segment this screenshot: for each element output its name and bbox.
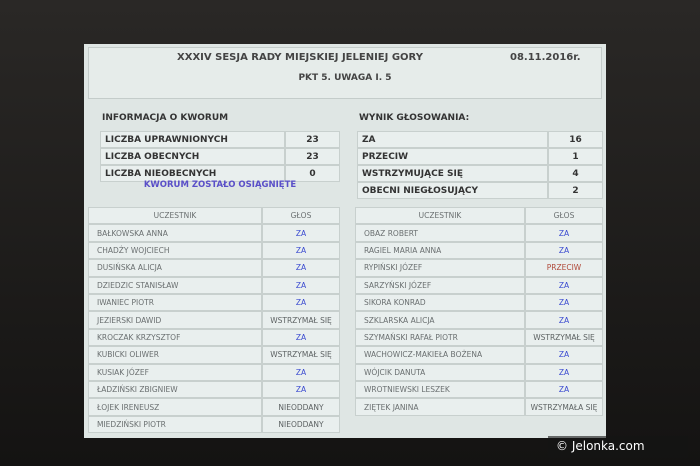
table-header: UCZESTNIK [88, 207, 262, 225]
participant: OBAZ ROBERT [355, 224, 525, 242]
vote: ZA [525, 224, 603, 242]
participant: ŁADZIŃSKI ZBIGNIEW [88, 381, 262, 399]
vote: ZA [262, 259, 340, 277]
participant: IWANIEC PIOTR [88, 294, 262, 312]
vote: WSTRZYMAŁA SIĘ [525, 398, 603, 416]
result-value: 16 [548, 131, 603, 148]
table-header: GŁOS [525, 207, 603, 225]
participant: RYPIŃSKI JÓZEF [355, 259, 525, 277]
participant: WÓJCIK DANUTA [355, 363, 525, 381]
participant: ŁOJEK IRENEUSZ [88, 398, 262, 416]
participant: RAGIEL MARIA ANNA [355, 241, 525, 260]
result-value: 4 [548, 165, 603, 182]
vote: ZA [525, 381, 603, 399]
vote: WSTRZYMAŁ SIĘ [262, 311, 340, 329]
subtitle: PKT 5. UWAGA I. 5 [298, 73, 392, 83]
table-header: UCZESTNIK [355, 207, 525, 225]
vote: PRZECIW [525, 259, 603, 277]
participant: SZKLARSKA ALICJA [355, 311, 525, 329]
quorum-title: INFORMACJA O KWORUM [102, 113, 229, 123]
result-title: WYNIK GŁOSOWANIA: [359, 113, 470, 123]
participant: KUBICKI OLIWER [88, 346, 262, 364]
result-label: OBECNI NIEGŁOSUJĄCY [357, 182, 548, 199]
quorum-label: LICZBA OBECNYCH [100, 148, 285, 165]
result-label: ZA [357, 131, 548, 148]
vote: WSTRZYMAŁ SIĘ [525, 328, 603, 347]
vote: ZA [525, 346, 603, 364]
vote: ZA [525, 276, 603, 294]
participant: JEZIERSKI DAWID [88, 311, 262, 329]
participant: CHADŹY WOJCIECH [88, 241, 262, 260]
vote: NIEODDANY [262, 415, 340, 434]
vote: ZA [525, 294, 603, 312]
result-value: 2 [548, 182, 603, 199]
quorum-value: 23 [285, 131, 340, 148]
vote: ZA [262, 276, 340, 294]
header-bar [88, 47, 602, 99]
quorum-status: KWORUM ZOSTAŁO OSIĄGNIĘTE [143, 180, 297, 190]
participant: WROTNIEWSKI LESZEK [355, 381, 525, 399]
title: XXXIV SESJA RADY MIEJSKIEJ JELENIEJ GÓRY [177, 52, 423, 63]
quorum-value: 0 [285, 165, 340, 182]
vote: NIEODDANY [262, 398, 340, 416]
participant: DUSIŃSKA ALICJA [88, 259, 262, 277]
vote: ZA [525, 241, 603, 260]
participant: SZYMAŃSKI RAFAŁ PIOTR [355, 328, 525, 347]
participant: ZIĘTEK JANINA [355, 398, 525, 416]
quorum-label: LICZBA UPRAWNIONYCH [100, 131, 285, 148]
participant: BAŁKOWSKA ANNA [88, 224, 262, 242]
participant: KROCZAK KRZYSZTOF [88, 328, 262, 347]
vote: WSTRZYMAŁ SIĘ [262, 346, 340, 364]
vote: ZA [525, 363, 603, 381]
participant: WACHOWICZ-MAKIEŁA BOŻENA [355, 346, 525, 364]
vote: ZA [262, 328, 340, 347]
participant: MIEDZIŃSKI PIOTR [88, 415, 262, 434]
quorum-label: LICZBA NIEOBECNYCH [100, 165, 285, 182]
vote: ZA [262, 224, 340, 242]
vote: ZA [262, 294, 340, 312]
vote: ZA [262, 363, 340, 381]
result-label: PRZECIW [357, 148, 548, 165]
participant: DZIEDZIC STANISŁAW [88, 276, 262, 294]
table-header: GŁOS [262, 207, 340, 225]
date: 08.11.2016r. [510, 52, 581, 63]
participant: KUSIAK JÓZEF [88, 363, 262, 381]
participant: SIKORA KONRAD [355, 294, 525, 312]
vote: ZA [262, 241, 340, 260]
vote: ZA [525, 311, 603, 329]
quorum-value: 23 [285, 148, 340, 165]
participant: SARZYŃSKI JÓZEF [355, 276, 525, 294]
watermark: © Jelonka.com [548, 436, 688, 458]
vote: ZA [262, 381, 340, 399]
result-value: 1 [548, 148, 603, 165]
result-label: WSTRZYMUJĄCE SIĘ [357, 165, 548, 182]
